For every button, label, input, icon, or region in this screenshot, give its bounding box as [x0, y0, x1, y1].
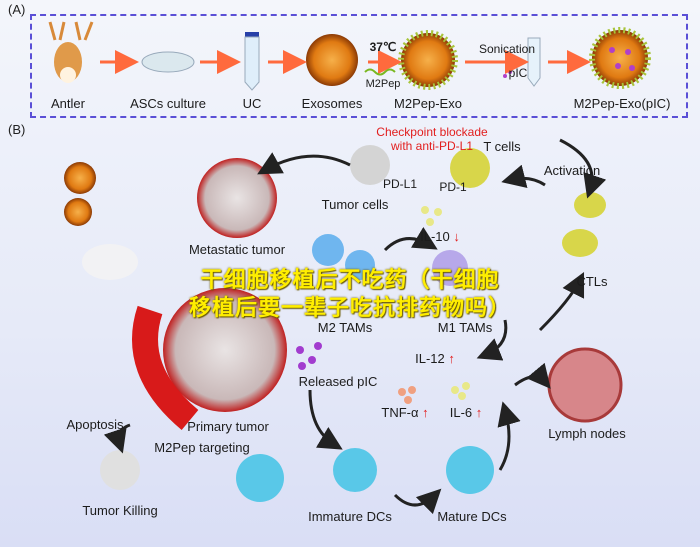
increase-arrow-icon: ↑ — [448, 351, 455, 366]
step-label: M2Pep-Exo(pIC) — [573, 96, 671, 111]
pd-1-label: PD-1 — [439, 180, 467, 194]
lymph-node-icon — [547, 347, 623, 423]
step-label: UC — [242, 96, 262, 111]
step-label: M2Pep-Exo — [394, 96, 462, 111]
immature-dc-icon — [333, 448, 377, 492]
il10-text: IL-10 — [420, 229, 450, 244]
metastatic-tumor-icon — [197, 158, 277, 238]
tumor-cells-label: Tumor cells — [321, 197, 389, 212]
checkpoint-label: Checkpoint blockade — [376, 125, 488, 139]
watermark-line-1: 干细胞移植后不吃药（干细胞 — [200, 267, 500, 292]
cycle-arrows — [103, 138, 607, 515]
temperature-label: 37℃ — [369, 40, 397, 54]
pic-particles — [296, 342, 322, 370]
ctl-icons — [562, 192, 606, 257]
primary-tumor-label: Primary tumor — [187, 419, 269, 434]
m2pep-exosome-icon — [398, 30, 458, 90]
panel-b-tag: (B) — [8, 122, 26, 137]
tnf-label: TNF-α ↑ — [381, 405, 428, 420]
tumor-cell-icon — [350, 145, 390, 185]
pic-label: pIC — [508, 66, 528, 80]
released-pic-label: Released pIC — [298, 374, 378, 389]
step-label: Exosomes — [301, 96, 363, 111]
mature-dcs-label: Mature DCs — [437, 509, 507, 524]
il6-text: IL-6 — [449, 405, 473, 420]
il6-label: IL-6 ↑ — [450, 405, 483, 420]
lymph-nodes-label: Lymph nodes — [548, 426, 626, 441]
il12-text: IL-12 — [415, 351, 445, 366]
increase-arrow-icon: ↑ — [422, 405, 429, 420]
tnf-text: TNF-α — [381, 405, 419, 420]
m2pep-targeting-label: M2Pep targeting — [154, 440, 250, 455]
centrifuge-tube-icon — [244, 32, 260, 91]
step-label: ASCs culture — [130, 96, 206, 111]
metastatic-tumor-label: Metastatic tumor — [188, 242, 286, 257]
apoptosis-label: Apoptosis — [66, 417, 124, 432]
activation-label: Activation — [543, 163, 601, 178]
deer-icon — [48, 21, 94, 83]
m2-cells-label: M2 TAMs — [317, 320, 373, 335]
mouse-icon — [82, 244, 138, 280]
t-cells-label: T cells — [483, 139, 521, 154]
sonication-label: Sonication — [478, 42, 536, 56]
il10-label: IL-10 ↓ — [420, 229, 460, 244]
dead-tumor-cell-icon — [100, 450, 140, 490]
m1-cells-icon — [432, 250, 468, 286]
decrease-arrow-icon: ↓ — [453, 229, 460, 244]
il12-label: IL-12 ↑ — [415, 351, 455, 366]
pd-l1-label: PD-L1 — [382, 177, 418, 191]
petri-dish-icon — [141, 51, 195, 73]
exosome-icon — [306, 34, 358, 86]
panel-a-frame — [30, 14, 688, 118]
checkpoint-label-2: with anti-PD-L1 — [390, 139, 474, 153]
immature-dcs-label: Immature DCs — [308, 509, 392, 524]
mature-dc-icon — [446, 446, 494, 494]
ctls-label: CTLs — [576, 274, 608, 289]
watermark-line-2: 移植后要一辈子吃抗排药物吗） — [188, 295, 512, 320]
m1-cells-label: M1 TAMs — [437, 320, 493, 335]
step-label: Antler — [51, 96, 85, 111]
tumor-killing-label: Tumor Killing — [82, 503, 158, 518]
loaded-exosome-icon — [589, 27, 651, 89]
t-cell-icon — [450, 148, 490, 188]
peptide-label: M2Pep — [365, 78, 401, 90]
increase-arrow-icon: ↑ — [475, 405, 483, 420]
panel-a-tag: (A) — [8, 2, 26, 17]
macrophage-icon — [236, 454, 284, 502]
primary-tumor-icon — [163, 288, 287, 412]
m2-cells-icon — [312, 234, 375, 280]
